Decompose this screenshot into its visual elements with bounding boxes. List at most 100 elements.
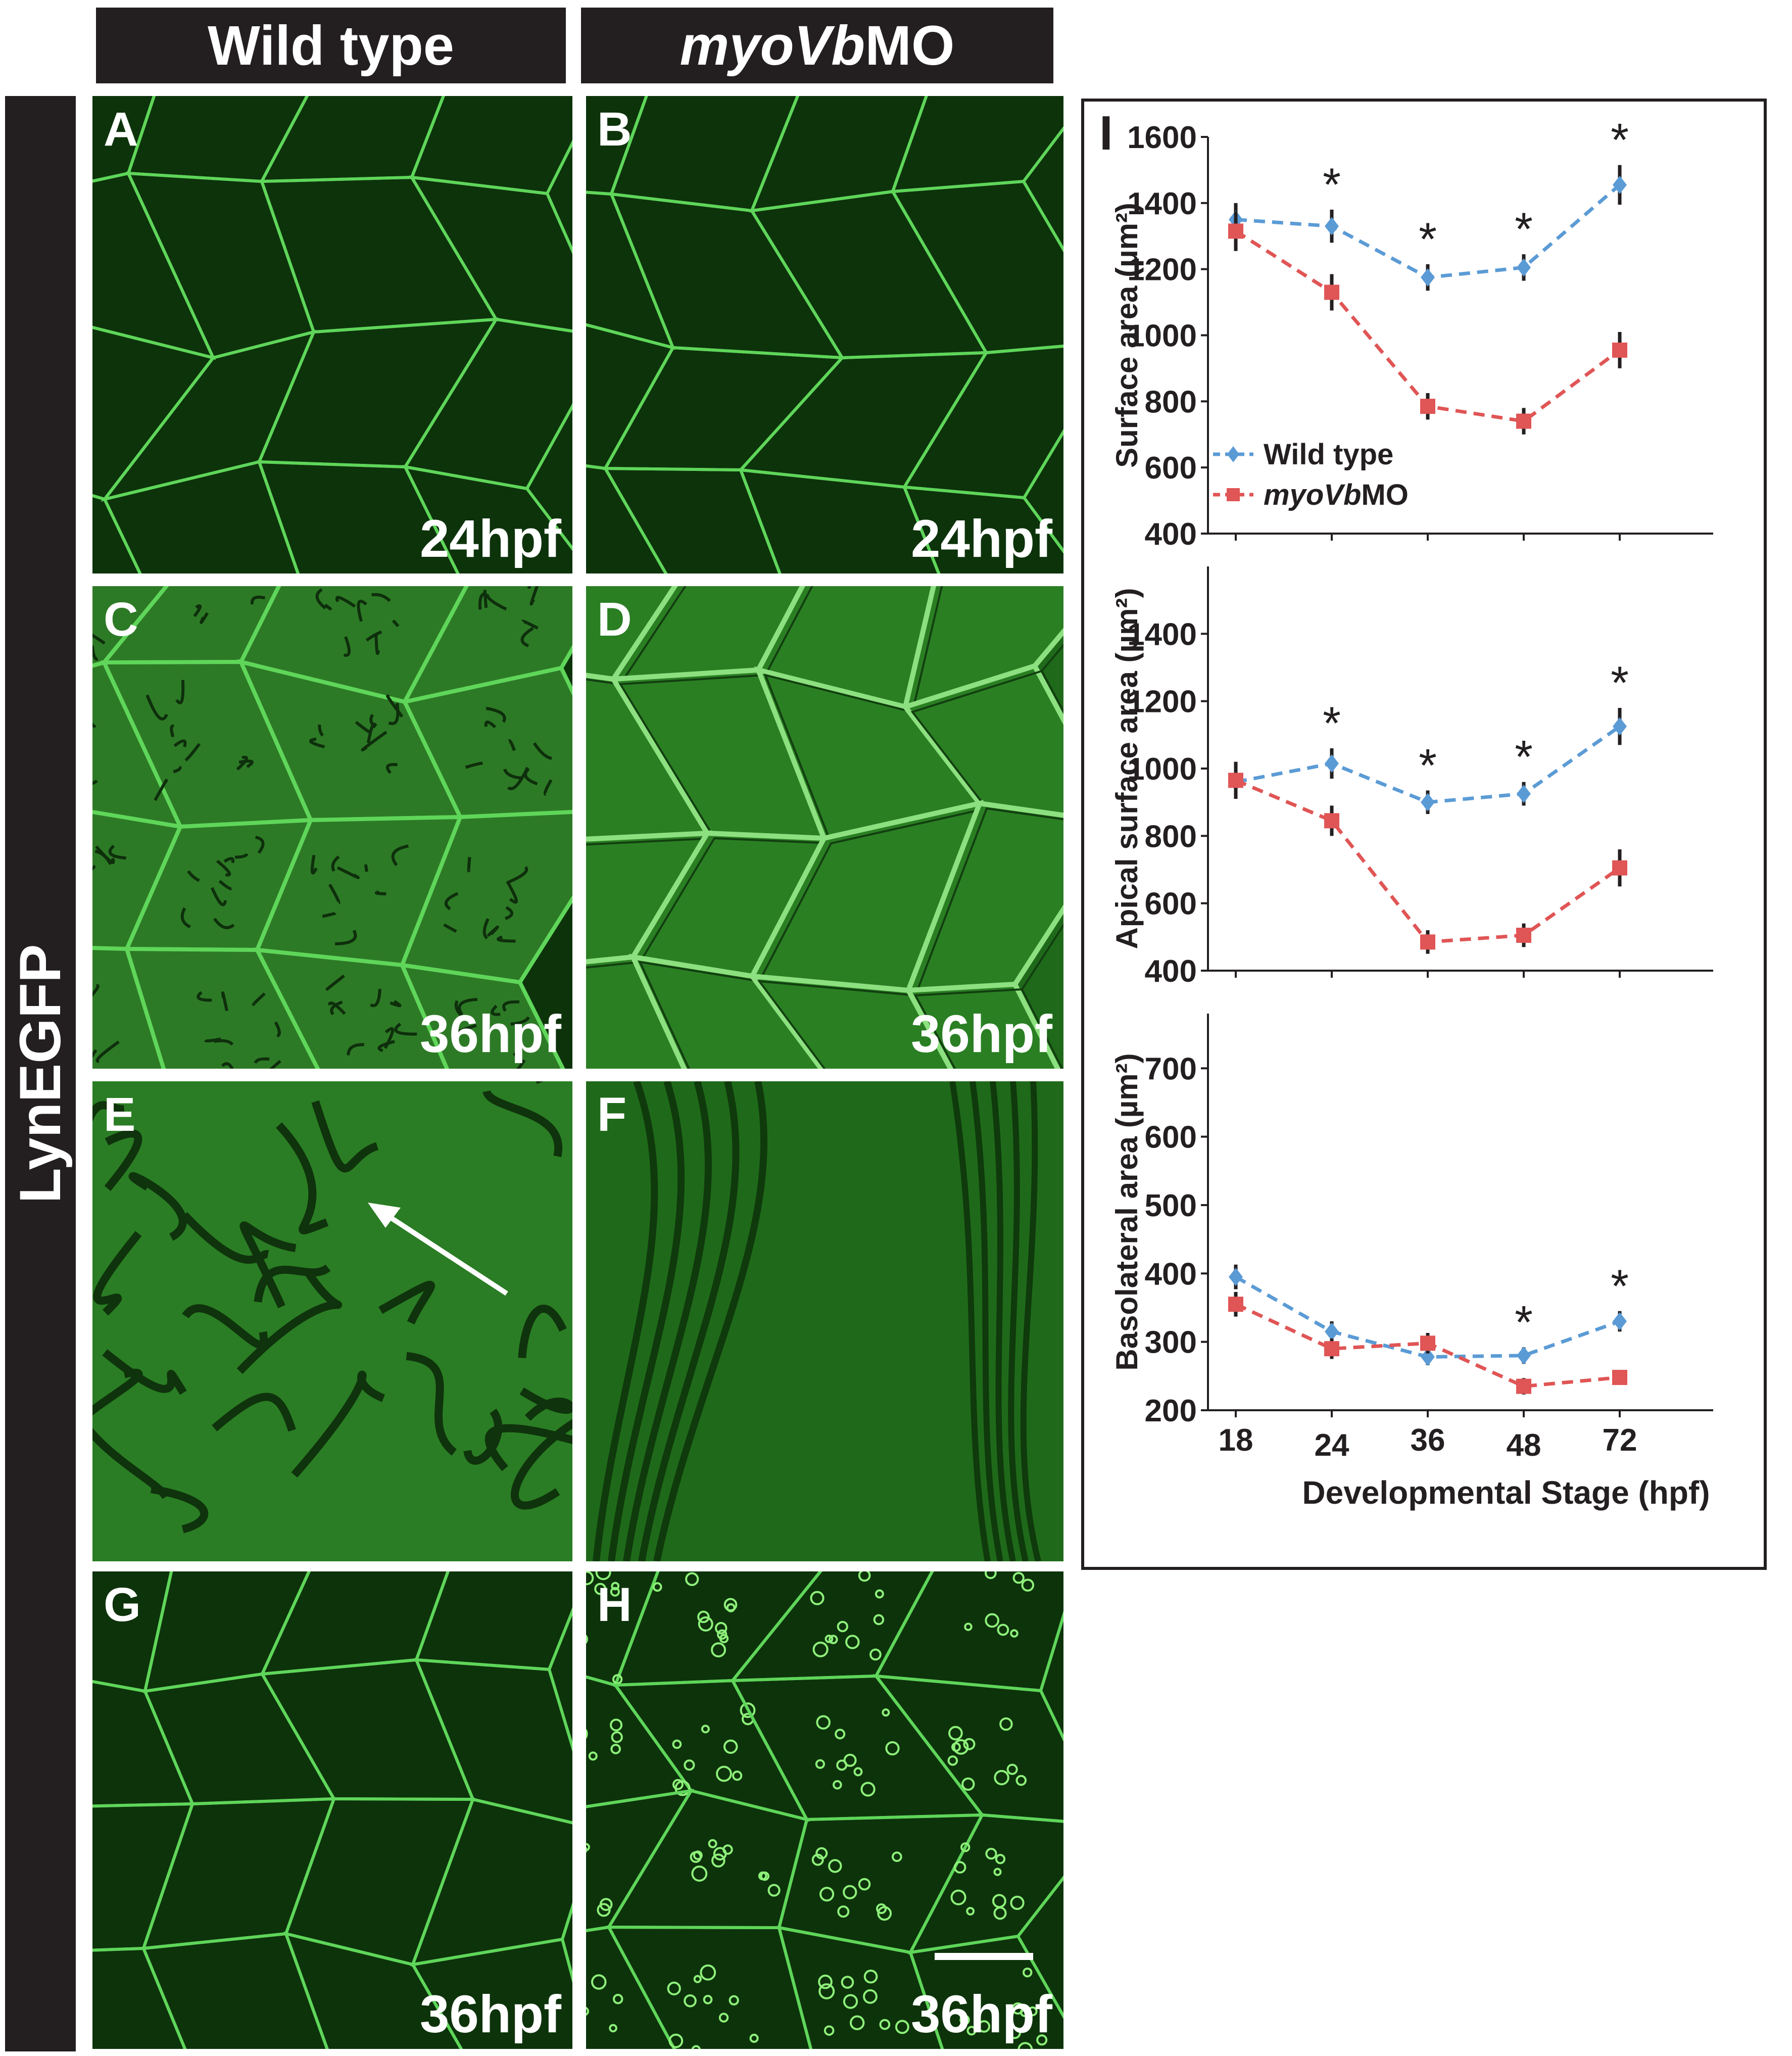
micrograph-panel-f: F: [586, 1081, 1063, 1561]
chart-panel-i: I 400 600 800 1000 1200 1400 1600 Surface area (…: [1081, 99, 1767, 1570]
data-point: [1324, 813, 1339, 829]
y-tick-label: 1000: [1127, 319, 1197, 354]
legend-myovb-marker: [1227, 488, 1240, 501]
legend-myovb-label: myoVbMO: [1264, 479, 1409, 511]
data-point: [1420, 399, 1435, 414]
panel-i-letter: I: [1099, 106, 1113, 160]
scale-bar: [935, 1953, 1033, 1960]
y-tick-label: 500: [1145, 1188, 1197, 1223]
x-tick-label: 72: [1603, 1423, 1637, 1458]
y-tick-label: 800: [1145, 385, 1197, 419]
x-tick-label: 36: [1411, 1423, 1445, 1458]
data-point: [1325, 217, 1339, 235]
significance-star: *: [1515, 732, 1533, 783]
panel-b-stage: 24hpf: [910, 509, 1052, 568]
y-tick-label: 1600: [1127, 120, 1197, 155]
micrograph-panel-c: C 36hpf: [92, 586, 572, 1069]
panel-d-stage: 36hpf: [910, 1005, 1052, 1064]
data-point: [1420, 934, 1435, 950]
y-tick-label: 400: [1145, 517, 1197, 552]
data-point: [1228, 1297, 1243, 1312]
significance-star: *: [1419, 740, 1437, 791]
significance-star: *: [1611, 115, 1629, 166]
y-tick-label: 1400: [1127, 186, 1197, 221]
y-tick-label: 600: [1145, 1120, 1197, 1155]
panel-g-cell-outline-icon: [92, 1571, 572, 2049]
data-point: [1517, 258, 1531, 277]
data-point: [1516, 928, 1531, 943]
data-point: [1325, 1322, 1339, 1341]
panel-h-stage: 36hpf: [910, 1985, 1052, 2044]
significance-star: *: [1323, 698, 1341, 749]
y-tick-label: 1200: [1127, 685, 1197, 720]
arrow-icon: [368, 1203, 508, 1296]
data-point: [1517, 785, 1531, 803]
panel-c-stage: 36hpf: [419, 1005, 561, 1064]
y-tick-label: 1400: [1127, 617, 1197, 652]
row-label-sidebar: LynEGFP: [5, 96, 76, 2051]
y-tick-label: 800: [1145, 819, 1197, 854]
y-tick-label: 300: [1145, 1325, 1197, 1360]
panel-e-letter: E: [104, 1088, 136, 1141]
y-tick-label: 600: [1145, 887, 1197, 922]
panel-b-letter: B: [597, 103, 632, 156]
header-myovb-italic: myoVb: [680, 14, 865, 77]
x-tick-label: 48: [1507, 1428, 1541, 1463]
significance-star: *: [1611, 1261, 1629, 1312]
header-wild-type-label: Wild type: [208, 14, 454, 77]
data-point: [1516, 413, 1531, 429]
panel-f-closeup-icon: [586, 1081, 1063, 1561]
data-point: [1612, 860, 1627, 876]
data-point: [1517, 1346, 1531, 1365]
micrograph-panel-d: D 36hpf: [586, 586, 1063, 1069]
header-myovb-rest: MO: [865, 14, 955, 77]
micrograph-panel-b: B 24hpf: [586, 96, 1063, 573]
y-axis-label: Surface area (µm²): [1110, 203, 1144, 468]
data-point: [1420, 1335, 1435, 1351]
panel-a-stage: 24hpf: [419, 509, 561, 568]
panel-g-letter: G: [104, 1578, 141, 1632]
panel-a-cell-outline-icon: [92, 96, 572, 573]
data-point: [1324, 284, 1339, 300]
data-point: [1612, 342, 1627, 358]
row-label-lynegfp: LynEGFP: [8, 944, 73, 1204]
panel-c-letter: C: [104, 593, 138, 646]
data-point: [1612, 1370, 1627, 1385]
significance-star: *: [1515, 1297, 1533, 1348]
x-tick-label: 24: [1315, 1428, 1349, 1463]
chart-svg: I 400 600 800 1000 1200 1400 1600 Surface area (…: [1099, 106, 1713, 1511]
data-point: [1613, 717, 1627, 736]
y-tick-label: 200: [1145, 1394, 1197, 1428]
header-myovb-mo: myoVb MO: [581, 8, 1053, 83]
y-tick-label: 1200: [1127, 253, 1197, 288]
data-point: [1421, 793, 1435, 811]
significance-star: *: [1323, 159, 1341, 211]
data-point: [1613, 1312, 1627, 1331]
micrograph-panel-g: G 36hpf: [92, 1571, 572, 2049]
y-axis-label: Apical surface area (µm²): [1110, 588, 1144, 949]
data-point: [1228, 773, 1243, 788]
y-tick-label: 600: [1145, 451, 1197, 486]
panel-b-cell-outline-icon: [586, 96, 1063, 573]
significance-star: *: [1515, 204, 1533, 255]
panel-h-letter: H: [597, 1578, 632, 1632]
x-axis-label: Developmental Stage (hpf): [1302, 1474, 1710, 1511]
legend-wild-type-marker: [1227, 446, 1239, 462]
panel-e-microridge-closeup-icon: [92, 1081, 572, 1561]
micrograph-panel-a: A 24hpf: [92, 96, 572, 573]
data-point: [1229, 1268, 1243, 1286]
y-tick-label: 700: [1145, 1051, 1197, 1086]
panel-d-letter: D: [597, 593, 632, 646]
panel-h-vesicle-icon: [586, 1571, 1063, 2049]
panel-a-letter: A: [104, 103, 138, 156]
data-point: [1613, 175, 1627, 194]
y-tick-label: 400: [1145, 954, 1197, 989]
y-tick-label: 400: [1145, 1257, 1197, 1292]
x-tick-label: 18: [1219, 1423, 1253, 1458]
legend-wild-type-label: Wild type: [1264, 438, 1393, 471]
y-tick-label: 1000: [1127, 752, 1197, 787]
significance-star: *: [1611, 657, 1629, 709]
panel-g-stage: 36hpf: [419, 1985, 561, 2044]
data-point: [1325, 754, 1339, 773]
data-point: [1421, 1348, 1435, 1366]
